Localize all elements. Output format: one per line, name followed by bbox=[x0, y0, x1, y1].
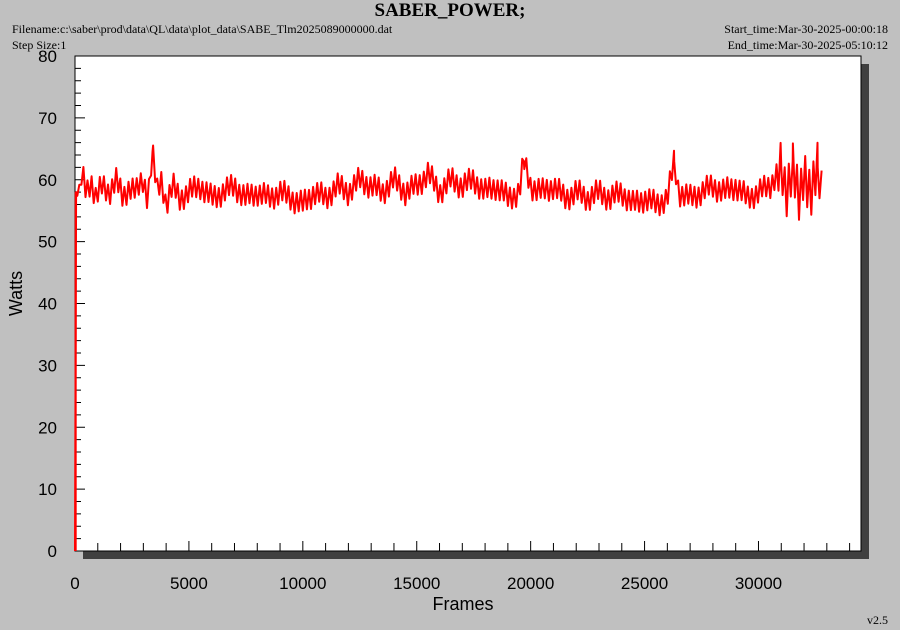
y-axis-label: Watts bbox=[6, 271, 26, 316]
x-tick-label: 10000 bbox=[279, 574, 326, 593]
plot-area bbox=[74, 55, 862, 552]
y-tick-label: 50 bbox=[38, 233, 57, 252]
y-tick-label: 60 bbox=[38, 171, 57, 190]
y-tick-label: 20 bbox=[38, 418, 57, 437]
x-tick-label: 15000 bbox=[393, 574, 440, 593]
filename-label: Filename:c:\saber\prod\data\QL\data\plot… bbox=[12, 22, 393, 36]
end-time-label: End_time:Mar-30-2025-05:10:12 bbox=[727, 38, 888, 52]
y-tick-label: 0 bbox=[48, 542, 57, 561]
series-line-power bbox=[74, 141, 823, 552]
axis-tick-labels: 0 10 20 30 40 50 60 70 80 0 5000 10000 15000 20000 250… bbox=[38, 47, 782, 593]
y-tick-label: 40 bbox=[38, 295, 57, 314]
y-tick-label: 30 bbox=[38, 356, 57, 375]
chart-title: SABER_POWER; bbox=[374, 0, 526, 21]
x-axis-label: Frames bbox=[432, 594, 493, 614]
x-tick-label: 5000 bbox=[170, 574, 208, 593]
start-time-label: Start_time:Mar-30-2025-00:00:18 bbox=[724, 22, 888, 36]
x-tick-label: 20000 bbox=[507, 574, 554, 593]
step-size-label: Step Size:1 bbox=[12, 38, 67, 52]
y-tick-label: 80 bbox=[38, 47, 57, 66]
x-tick-label: 0 bbox=[70, 574, 79, 593]
version-label: v2.5 bbox=[867, 613, 888, 627]
y-tick-label: 10 bbox=[38, 480, 57, 499]
x-tick-label: 25000 bbox=[621, 574, 668, 593]
x-tick-label: 30000 bbox=[735, 574, 782, 593]
y-tick-label: 70 bbox=[38, 109, 57, 128]
